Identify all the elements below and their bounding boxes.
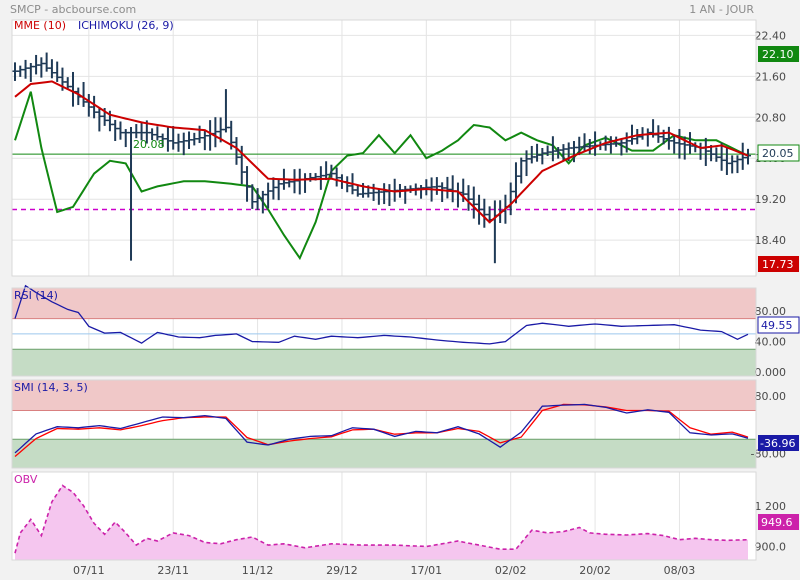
panel-border	[11, 379, 757, 469]
x-tick-label: 20/02	[579, 564, 611, 577]
indicator-bands	[12, 153, 756, 468]
svg-text:20.05: 20.05	[762, 147, 794, 160]
y-tick-label: 21.60	[755, 70, 787, 83]
panel-border	[11, 19, 757, 277]
legend-obv: OBV	[14, 473, 38, 486]
mme-line	[14, 80, 749, 224]
badge-low: 17.73	[758, 256, 799, 272]
smi-overbought-band	[12, 380, 756, 411]
y-tick-label: 22.40	[755, 29, 787, 42]
obv-area	[15, 485, 748, 560]
y-tick-label: 19.20	[755, 193, 787, 206]
price-bars	[12, 52, 751, 264]
x-tick-label: 17/01	[410, 564, 442, 577]
obv-y-tick-label: 1 200	[755, 500, 787, 513]
rsi-y-tick-label: 0.000	[755, 366, 787, 379]
rsi-line	[14, 284, 749, 345]
badge-rsi: 49.55	[757, 316, 800, 334]
x-tick-label: 29/12	[326, 564, 358, 577]
reference-line-label: 20.08	[133, 138, 165, 151]
svg-text:49.55: 49.55	[761, 319, 793, 332]
x-tick-label: 23/11	[157, 564, 189, 577]
rsi-oversold-band	[12, 349, 756, 376]
source-label: SMCP - abcbourse.com	[10, 3, 136, 16]
badge-last: 20.05	[757, 144, 800, 162]
x-tick-label: 08/03	[664, 564, 696, 577]
smi-signal-line	[14, 403, 749, 457]
x-tick-label: 11/12	[242, 564, 274, 577]
svg-text:949.6: 949.6	[761, 516, 793, 529]
x-tick-label: 02/02	[495, 564, 527, 577]
svg-text:22.10: 22.10	[762, 48, 794, 61]
legend-mme: MME (10)	[14, 19, 66, 32]
x-tick-label: 07/11	[73, 564, 105, 577]
smi-y-tick-label: 80.00	[755, 390, 787, 403]
period-label: 1 AN - JOUR	[689, 3, 754, 16]
badge-smi: -36.96	[758, 435, 799, 451]
rsi-y-tick-label: 80.00	[755, 305, 787, 318]
chart-series	[12, 52, 751, 560]
badge-high: 22.10	[758, 46, 799, 62]
smi-oversold-band	[12, 439, 756, 468]
panel-border	[11, 287, 757, 377]
obv-y-tick-label: 900.0	[755, 540, 787, 553]
legend-rsi: RSI (14)	[14, 289, 58, 302]
svg-text:-36.96: -36.96	[760, 437, 795, 450]
obv-line	[14, 484, 749, 554]
legend-ichimoku: ICHIMOKU (26, 9)	[78, 19, 174, 32]
rsi-overbought-band	[12, 288, 756, 319]
svg-text:17.73: 17.73	[762, 258, 794, 271]
rsi-y-tick-label: 40.00	[755, 336, 787, 349]
badge-obv: 949.6	[758, 514, 799, 530]
y-tick-label: 20.80	[755, 111, 787, 124]
smi-line	[14, 403, 749, 454]
y-tick-label: 18.40	[755, 234, 787, 247]
price-panel-bg	[12, 20, 756, 276]
panel-border	[11, 471, 757, 561]
legend-smi: SMI (14, 3, 5)	[14, 381, 88, 394]
